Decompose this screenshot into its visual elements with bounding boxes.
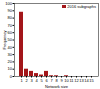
- svg-text:Frequency: Frequency: [2, 31, 7, 50]
- svg-text:3: 3: [30, 78, 33, 83]
- svg-text:5: 5: [40, 78, 43, 83]
- svg-text:30: 30: [8, 52, 13, 57]
- svg-text:15: 15: [89, 78, 94, 83]
- svg-text:90: 90: [8, 8, 13, 13]
- svg-text:8: 8: [55, 78, 58, 83]
- svg-text:Network size: Network size: [45, 84, 69, 89]
- svg-text:0: 0: [10, 74, 13, 79]
- svg-text:60: 60: [8, 30, 13, 35]
- svg-text:50: 50: [8, 37, 13, 42]
- svg-text:1: 1: [20, 78, 23, 83]
- html-text:2016 subgraphs: 2016 subgraphs: [67, 4, 96, 9]
- svg-text:70: 70: [8, 23, 13, 28]
- html-text:10 11 12 13 14: 10 11 12 13 14: [64, 77, 89, 83]
- svg-text:20: 20: [8, 59, 13, 64]
- svg-text:4: 4: [35, 78, 38, 83]
- svg-text:100: 100: [5, 1, 12, 6]
- svg-text:80: 80: [8, 15, 13, 20]
- svg-text:2: 2: [25, 78, 28, 83]
- svg-text:7: 7: [50, 78, 53, 83]
- svg-text:9: 9: [60, 78, 63, 83]
- svg-text:6: 6: [45, 78, 48, 83]
- svg-text:10: 10: [8, 66, 13, 71]
- svg-text:40: 40: [8, 45, 13, 50]
